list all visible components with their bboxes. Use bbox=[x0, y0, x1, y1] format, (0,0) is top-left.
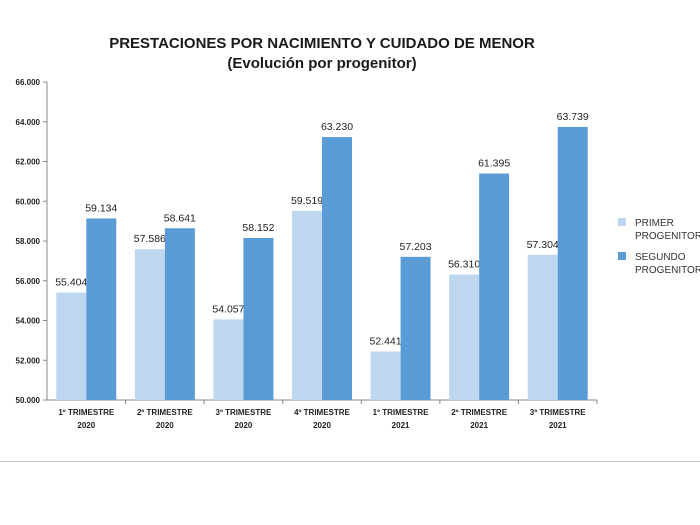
legend-label: PROGENITOR bbox=[635, 265, 700, 276]
category-label: 2º TRIMESTRE bbox=[451, 408, 507, 417]
data-label: 55.404 bbox=[55, 277, 87, 289]
category-label: 3º TRIMESTRE bbox=[530, 408, 586, 417]
category-label: 2020 bbox=[156, 421, 174, 430]
bar-primer-progenitor bbox=[213, 319, 244, 400]
bar-segundo-progenitor bbox=[86, 218, 117, 400]
chart-subtitle: (Evolución por progenitor) bbox=[227, 55, 416, 72]
bar-segundo-progenitor bbox=[243, 237, 274, 400]
plot-area: 50.000 52.000 54.000 56.000 58.000 60.000 62.0… bbox=[16, 78, 598, 430]
legend-label: PRIMER bbox=[635, 218, 674, 229]
data-label: 57.586 bbox=[134, 233, 166, 245]
data-label: 63.230 bbox=[321, 121, 353, 133]
legend-swatch bbox=[618, 252, 626, 260]
data-label: 59.519 bbox=[291, 195, 323, 207]
category-label: 2021 bbox=[470, 421, 488, 430]
category-label: 1º TRIMESTRE bbox=[373, 408, 429, 417]
category-label: 2021 bbox=[549, 421, 567, 430]
y-tick-label: 56.000 bbox=[16, 277, 41, 286]
data-label: 63.739 bbox=[557, 111, 589, 123]
category-label: 2020 bbox=[77, 421, 95, 430]
bar-primer-progenitor bbox=[370, 351, 401, 400]
bar-primer-progenitor bbox=[56, 292, 87, 400]
data-label: 61.395 bbox=[478, 158, 510, 170]
y-tick-label: 58.000 bbox=[16, 237, 41, 246]
bar-primer-progenitor bbox=[449, 274, 480, 400]
category-label: 2020 bbox=[235, 421, 253, 430]
chart-title: PRESTACIONES POR NACIMIENTO Y CUIDADO DE… bbox=[109, 35, 535, 52]
bar-primer-progenitor bbox=[527, 254, 558, 400]
legend-label: SEGUNDO bbox=[635, 252, 686, 263]
legend-label: PROGENITOR bbox=[635, 231, 700, 242]
category-label: 2021 bbox=[392, 421, 410, 430]
bar-segundo-progenitor bbox=[164, 228, 195, 400]
legend: PRIMER PROGENITOR SEGUNDO PROGENITOR bbox=[618, 218, 700, 276]
bar-primer-progenitor bbox=[292, 210, 322, 400]
bar-segundo-progenitor bbox=[322, 137, 352, 400]
data-label: 56.310 bbox=[448, 259, 480, 271]
data-label: 57.304 bbox=[527, 239, 559, 251]
y-tick-label: 54.000 bbox=[16, 317, 41, 326]
bar-segundo-progenitor bbox=[479, 173, 510, 400]
y-tick-label: 52.000 bbox=[16, 356, 41, 365]
category-label: 3º TRIMESTRE bbox=[216, 408, 272, 417]
category-label: 2020 bbox=[313, 421, 331, 430]
data-label: 59.134 bbox=[85, 202, 117, 214]
bar-segundo-progenitor bbox=[557, 126, 588, 400]
bar-primer-progenitor bbox=[134, 249, 165, 400]
chart-frame: PRESTACIONES POR NACIMIENTO Y CUIDADO DE… bbox=[0, 35, 700, 462]
y-tick-label: 60.000 bbox=[16, 197, 41, 206]
data-label: 52.441 bbox=[370, 335, 402, 347]
data-label: 58.641 bbox=[164, 212, 196, 224]
legend-swatch bbox=[618, 218, 626, 226]
y-tick-label: 64.000 bbox=[16, 118, 41, 127]
data-label: 58.152 bbox=[242, 222, 274, 234]
data-label: 57.203 bbox=[400, 241, 432, 253]
y-tick-label: 62.000 bbox=[16, 158, 41, 167]
bar-segundo-progenitor bbox=[400, 256, 431, 400]
y-tick-label: 66.000 bbox=[16, 78, 41, 87]
chart: PRESTACIONES POR NACIMIENTO Y CUIDADO DE… bbox=[16, 35, 700, 430]
category-label: 1º TRIMESTRE bbox=[58, 408, 114, 417]
y-tick-label: 50.000 bbox=[16, 396, 41, 405]
category-label: 4º TRIMESTRE bbox=[294, 408, 350, 417]
category-label: 2º TRIMESTRE bbox=[137, 408, 193, 417]
data-label: 54.057 bbox=[212, 303, 244, 315]
